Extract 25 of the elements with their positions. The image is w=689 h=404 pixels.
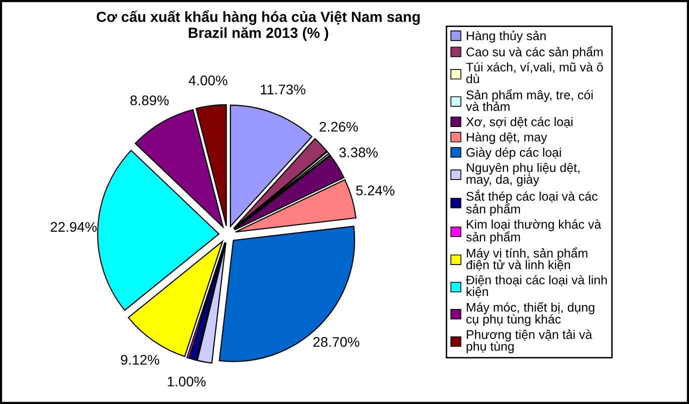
data-label: 1.00% [168, 376, 206, 386]
data-label: 5.24% [356, 186, 394, 196]
legend-label: Máy móc, thiết bị, dụng cụ phụ tùng khác [466, 302, 594, 326]
data-label: 11.73% [260, 84, 306, 94]
legend-label: Xơ, sợi dệt các loại [466, 116, 572, 128]
legend-label: Kim loại thường khác và sản phẩm [466, 219, 602, 244]
legend-label: Máy vi tính, sản phẩm điện tử và linh kiện [466, 247, 588, 272]
legend-label: Túi xách, ví,vali, mũ và ô dù [466, 62, 603, 84]
data-label: 2.26% [320, 122, 358, 132]
data-label: 3.38% [339, 148, 378, 158]
chart-title: Cơ cấu xuất khẩu hàng hóa của Việt Nam sang Brazil năm 2013 (% ) [96, 10, 420, 41]
data-label: 22.94% [50, 222, 97, 232]
data-label: 28.70% [313, 337, 360, 347]
legend-label: Điện thoại các loại và linh kiện [466, 275, 607, 298]
legend-label: Sản phẩm mây, tre, cói và thảm [466, 89, 593, 112]
legend-label: Hàng thủy sản [466, 30, 546, 43]
legend-label: Hàng dệt, may [466, 132, 548, 144]
legend-label: Nguyên phụ liệu dệt, may, da, giày [466, 162, 580, 186]
data-label: 8.89% [130, 95, 169, 106]
legend-label: Sắt thép các loại và các sản phẩm [466, 190, 598, 216]
legend-label: Giày dép các loại [466, 148, 561, 160]
data-label: 9.12% [120, 354, 160, 365]
legend-label: Phương tiện vận tải và phụ tùng [466, 330, 592, 354]
legend-label: Cao su và các sản phẩm [466, 46, 603, 59]
data-label: 4.00% [188, 76, 228, 86]
